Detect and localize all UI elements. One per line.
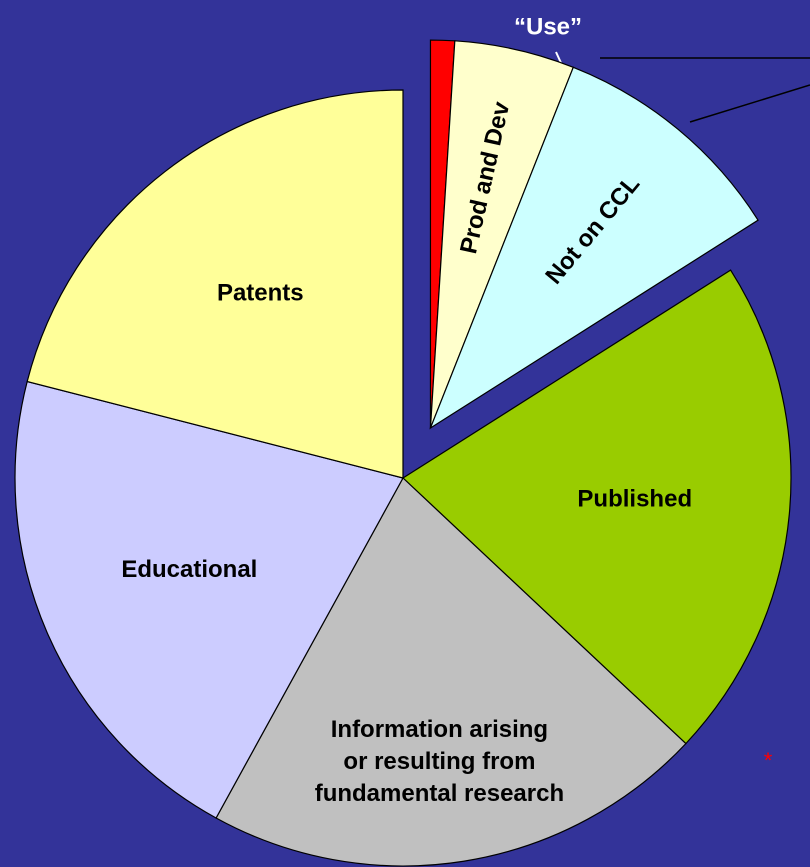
pie-slice xyxy=(14,380,404,819)
pie-slice xyxy=(215,477,687,867)
leader-line xyxy=(689,84,810,123)
slice-label: “Use” xyxy=(514,13,582,40)
slice-label-line: or resulting from xyxy=(343,748,535,775)
slice-label: Information arising or resulting from fund… xyxy=(315,716,564,807)
slice-label: Patents xyxy=(217,279,304,306)
slice-label-line: fundamental research xyxy=(315,780,564,807)
pie-slice xyxy=(429,66,759,430)
slice-label: Published xyxy=(577,485,692,512)
pie-slice xyxy=(26,89,404,479)
slice-label-line: Information arising xyxy=(331,716,548,743)
footnote-mark: * xyxy=(764,748,773,773)
slice-label: Educational xyxy=(121,556,257,583)
pie-slice xyxy=(402,269,792,745)
